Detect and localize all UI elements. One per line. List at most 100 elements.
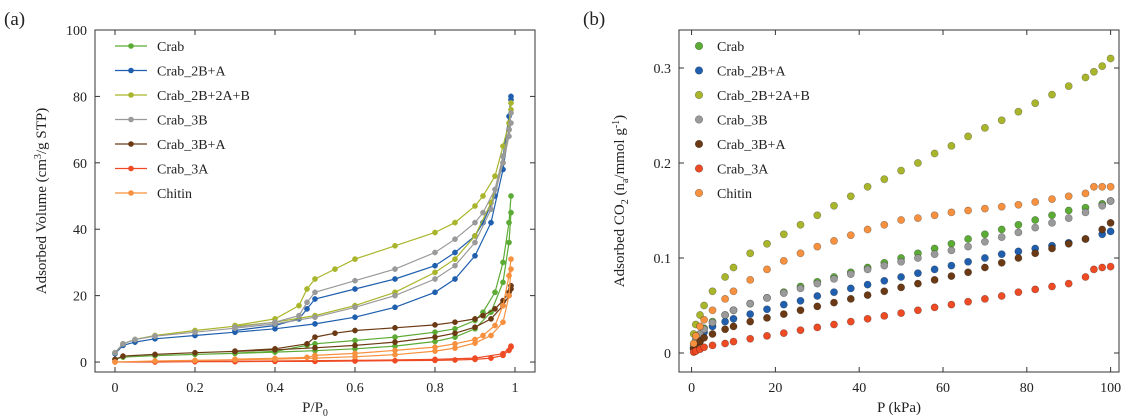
b-crab-2b-2a-b-point: [947, 141, 956, 150]
a-crab-2b-a-point: [312, 296, 318, 302]
a-crab-2b-2a-b-point: [432, 269, 438, 276]
panel-b-co2-chart: (b) 0 20 40 60 80 100 0 0.1 0.2 0.3 Crab Crab_2B+A…: [583, 9, 1121, 416]
b-legend-swatch-marker: [694, 188, 704, 198]
a-crab-3b-point: [472, 239, 478, 246]
a-crab-point: [432, 329, 438, 336]
b-legend-swatch-marker: [694, 164, 704, 173]
a-legend-label: Crab: [157, 40, 184, 55]
a-crab-3b-a-point: [352, 342, 358, 349]
a-chitin-point: [488, 332, 494, 339]
panel-b-xlabel: P (kPa): [877, 400, 921, 416]
b-crab-2b-a-point: [763, 305, 771, 314]
b-crab-2b-2a-b-point: [1014, 107, 1023, 116]
a-crab-2b-2a-b-point: [452, 219, 458, 226]
b-series-chitin: [689, 182, 1115, 348]
a-crab-3b-a-point: [488, 316, 494, 322]
a-crab-2b-2a-b-point: [296, 302, 302, 309]
a-chitin-point: [492, 322, 498, 329]
a-crab-2b-2a-b-point: [392, 242, 398, 249]
b-crab-2b-a-point: [746, 310, 755, 318]
a-chitin-point: [500, 302, 506, 309]
b-crab-2b-2a-b-point: [1064, 82, 1073, 90]
b-crab-3b-point: [880, 261, 889, 270]
b-chitin-point: [880, 220, 889, 229]
b-crab-3a-point: [964, 297, 972, 306]
a-chitin-point: [192, 357, 198, 364]
a-legend-label: Crab_2B+2A+B: [157, 89, 250, 104]
a-crab-3b-point: [452, 262, 458, 269]
b-chitin-point: [763, 265, 771, 274]
b-crab-2b-a-point: [981, 254, 989, 262]
a-ytick-label: 0: [80, 356, 87, 371]
a-crab-3b-a-point: [192, 349, 198, 356]
a-crab-3b-point: [480, 209, 486, 216]
b-crab-3a-point: [930, 303, 939, 312]
b-xtick-label: 60: [936, 381, 950, 396]
a-legend-item-chitin: Chitin: [115, 187, 192, 202]
b-legend-swatch-marker: [694, 90, 704, 100]
b-crab-3a-point: [897, 309, 905, 317]
a-chitin-point: [432, 344, 438, 350]
b-crab-2b-2a-b-point: [830, 201, 838, 210]
a-legend-label: Chitin: [157, 187, 192, 202]
a-crab-3b-point: [296, 312, 302, 319]
a-crab-3a-point: [452, 357, 458, 363]
b-crab-2b-a-point: [947, 261, 956, 270]
b-crab-3a-point: [1014, 288, 1023, 297]
a-crab-3b-a-point: [272, 345, 278, 352]
a-series-crab-3b: [112, 110, 514, 356]
b-chitin-point: [997, 202, 1006, 211]
a-crab-3b-a-point: [392, 339, 398, 345]
a-crab-3b-point: [488, 206, 494, 213]
b-crab-3b-a-point: [880, 287, 889, 296]
a-crab-3b-point: [152, 333, 158, 339]
b-crab-2b-a-point: [964, 257, 972, 266]
panel-b-label: (b): [583, 9, 605, 30]
b-crab-2b-2a-b-point: [897, 166, 905, 175]
b-crab-3b-a-point: [897, 283, 905, 292]
b-crab-2b-a-point: [997, 250, 1006, 259]
b-crab-3b-point: [1106, 197, 1115, 205]
b-crab-point: [1014, 220, 1023, 229]
b-crab-point: [997, 225, 1006, 234]
b-crab-2b-a-point: [721, 317, 729, 326]
a-crab-3b-a-point: [232, 348, 238, 354]
b-crab-point: [1064, 206, 1073, 215]
a-chitin-point: [500, 319, 506, 326]
b-chitin-point: [1081, 189, 1090, 198]
a-legend-item-crab-2b-a: Crab_2B+A: [115, 65, 226, 80]
a-crab-2b-2a-b-point: [432, 229, 438, 236]
b-crab-2b-2a-b-point: [1098, 62, 1107, 70]
a-xtick-label: 0.8: [426, 381, 444, 396]
b-xtick-label: 20: [768, 381, 782, 396]
b-crab-3a-point: [746, 334, 755, 343]
b-chitin-point: [746, 275, 755, 284]
a-crab-3b-a-point: [480, 312, 486, 319]
b-crab-3a-point: [1064, 279, 1073, 288]
b-crab-2b-a-point: [796, 296, 805, 305]
a-chitin-point: [506, 272, 512, 279]
b-series-crab-3b-a: [689, 218, 1115, 354]
b-crab-3b-a-point: [997, 258, 1006, 267]
b-crab-3a-point: [1098, 263, 1107, 272]
b-xtick-label: 40: [852, 381, 866, 396]
b-crab-2b-2a-b-point: [779, 230, 788, 239]
b-crab-3a-point: [813, 323, 822, 332]
a-crab-adsorption-line: [114, 212, 512, 360]
b-crab-2b-a-point: [863, 280, 872, 289]
b-crab-3b-point: [796, 284, 805, 293]
b-crab-2b-2a-b-point: [696, 311, 704, 319]
a-chitin-point: [272, 355, 278, 362]
a-crab-3b-point: [312, 289, 318, 296]
b-crab-2b-a-point: [846, 284, 855, 293]
a-legend-swatch-marker: [128, 165, 134, 172]
b-chitin-point: [1048, 195, 1056, 203]
a-crab-3b-point: [500, 159, 506, 166]
panel-a-ylabel: Adsorbed Volume (cm3/g STP): [33, 108, 50, 295]
b-crab-2b-2a-b-point: [813, 211, 822, 220]
a-xtick-label: 0.6: [346, 381, 364, 396]
a-legend-label: Crab_3B+A: [157, 138, 226, 153]
b-chitin-point: [981, 204, 989, 213]
b-chitin-point: [964, 206, 972, 215]
a-crab-3b-a-point: [452, 319, 458, 326]
